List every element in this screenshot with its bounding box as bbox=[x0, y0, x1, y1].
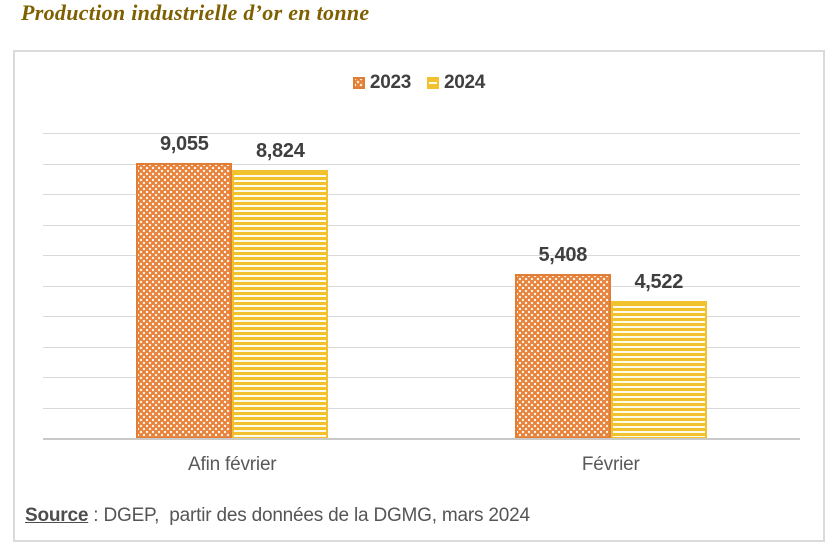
gridline-9000 bbox=[43, 163, 800, 165]
bar-groups: 9,055 8,824 5,408 4,522 bbox=[43, 133, 801, 439]
source-separator: : bbox=[88, 505, 104, 526]
source-label: Source bbox=[25, 505, 89, 526]
gridline-5000 bbox=[43, 285, 800, 287]
x-axis-line bbox=[43, 438, 800, 440]
data-label-2023-fevrier: 5,408 bbox=[538, 244, 588, 266]
legend-item-2024: 2024 bbox=[427, 72, 485, 94]
legend-swatch-2023 bbox=[352, 77, 365, 89]
gridline-7000 bbox=[43, 224, 800, 226]
x-axis-label-afin-fevrier: Afin février bbox=[188, 454, 277, 475]
source-note: Source : DGEP, partir des données de la … bbox=[25, 505, 530, 527]
source-text: DGEP, partir des données de la DGMG, mar… bbox=[103, 505, 530, 526]
gridline-10000 bbox=[43, 133, 800, 134]
gridline-3000 bbox=[43, 346, 800, 348]
gridline-2000 bbox=[43, 377, 800, 378]
bar-2023-afin-fevrier: 9,055 bbox=[136, 133, 233, 439]
bar-2024-afin-fevrier: 8,824 bbox=[232, 140, 329, 439]
data-label-2024-afin-fevrier: 8,824 bbox=[255, 140, 305, 162]
data-label-2024-fevrier: 4,522 bbox=[634, 271, 684, 293]
bar-2023-fevrier: 5,408 bbox=[514, 244, 611, 439]
chart-legend: 2023 2024 bbox=[15, 72, 823, 94]
category-group-afin-fevrier: 9,055 8,824 bbox=[43, 133, 422, 439]
chart-title: Production industrielle d’or en tonne bbox=[21, 0, 370, 25]
chart-area: 2023 2024 9,055 8,824 5,408 4,522 Afin févri… bbox=[13, 50, 825, 542]
x-axis-label-fevrier: Février bbox=[581, 454, 640, 475]
gridline-1000 bbox=[43, 407, 800, 409]
gridline-4000 bbox=[43, 316, 800, 317]
bar-2024-fevrier: 4,522 bbox=[610, 271, 707, 439]
plot-area: 9,055 8,824 5,408 4,522 bbox=[43, 133, 801, 440]
legend-swatch-2024 bbox=[427, 77, 439, 89]
gridline-6000 bbox=[43, 255, 800, 256]
legend-label-2023: 2023 bbox=[369, 72, 411, 93]
gridline-8000 bbox=[43, 194, 800, 195]
category-group-fevrier: 5,408 4,522 bbox=[422, 134, 801, 439]
legend-label-2024: 2024 bbox=[444, 72, 486, 93]
x-axis-labels: Afin février Février bbox=[43, 454, 800, 476]
data-label-2023-afin-fevrier: 9,055 bbox=[159, 133, 209, 155]
legend-item-2023: 2023 bbox=[352, 72, 411, 94]
